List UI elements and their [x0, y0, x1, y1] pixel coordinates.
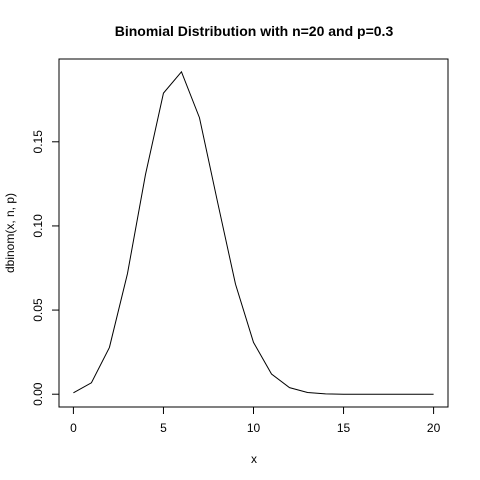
x-tick-label: 15: [337, 421, 351, 435]
chart-title: Binomial Distribution with n=20 and p=0.…: [115, 23, 394, 39]
y-axis-label: dbinom(x, n, p): [3, 193, 17, 273]
x-tick-label: 5: [160, 421, 167, 435]
series-line: [73, 70, 434, 395]
y-tick-label: 0.05: [31, 298, 45, 322]
x-axis: 0 5 10 15 20: [70, 406, 441, 435]
x-tick-label: 20: [427, 421, 441, 435]
plot-frame: [58, 58, 449, 408]
x-tick-label: 0: [70, 421, 77, 435]
x-axis-label: x: [251, 452, 257, 466]
y-tick-label: 0.10: [31, 214, 45, 238]
x-tick-label: 10: [247, 421, 261, 435]
y-tick-label: 0.00: [31, 382, 45, 406]
y-tick-label: 0.15: [31, 130, 45, 154]
y-axis: 0.00 0.05 0.10 0.15: [31, 130, 60, 406]
